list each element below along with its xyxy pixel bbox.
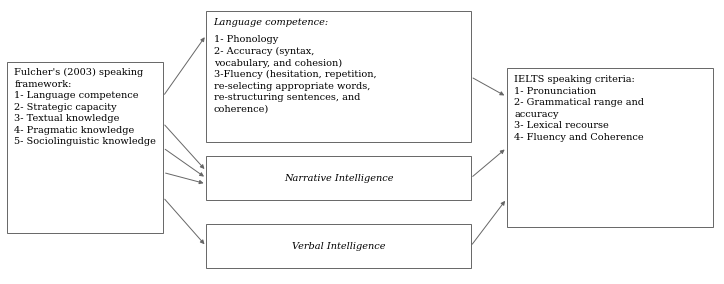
FancyBboxPatch shape [206,11,471,142]
Text: Verbal Intelligence: Verbal Intelligence [292,242,385,251]
Text: Fulcher's (2003) speaking
framework:
1- Language competence
2- Strategic capacit: Fulcher's (2003) speaking framework: 1- … [14,68,156,146]
Text: Narrative Intelligence: Narrative Intelligence [284,174,393,183]
FancyBboxPatch shape [507,68,713,227]
FancyBboxPatch shape [206,224,471,268]
FancyBboxPatch shape [206,156,471,200]
Text: IELTS speaking criteria:
1- Pronunciation
2- Grammatical range and
accuracy
3- L: IELTS speaking criteria: 1- Pronunciatio… [514,75,644,141]
Text: 1- Phonology
2- Accuracy (syntax,
vocabulary, and cohesion)
3-Fluency (hesitatio: 1- Phonology 2- Accuracy (syntax, vocabu… [214,36,376,114]
Text: Language competence:: Language competence: [214,18,329,28]
FancyBboxPatch shape [7,62,163,233]
